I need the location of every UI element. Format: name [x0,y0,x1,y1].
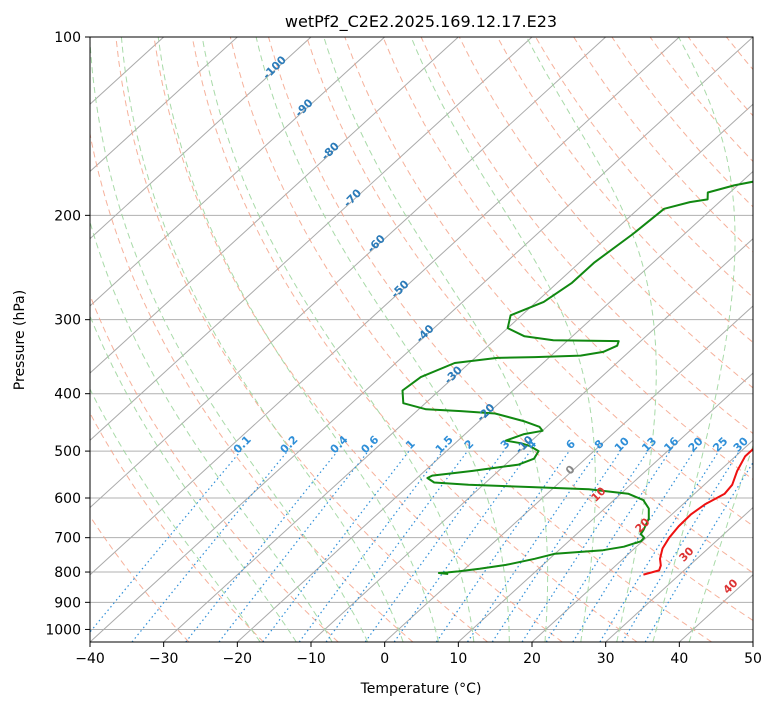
y-tick-label: 600 [54,491,81,507]
plot-frame [89,36,754,643]
mixing-ratio-line [545,450,671,642]
mixing-ratio-line [262,450,410,642]
y-tick-label: 1000 [45,622,81,638]
x-tick-label: 50 [744,651,762,667]
y-tick-label: 300 [54,313,81,329]
mixing-ratio-line [572,450,695,642]
x-tick-label: −30 [149,651,179,667]
isotherm-line [90,37,238,173]
moist-adiabat [255,37,510,642]
mixing-ratio-line [393,450,531,642]
dry-adiabat [90,131,414,642]
x-tick-label: 10 [449,651,467,667]
dry-adiabat [268,37,753,622]
isotherm-line [384,305,753,642]
moist-adiabat [90,388,261,642]
isotherm-line [605,506,753,642]
chart-title: wetPf2_C2E2.2025.169.12.17.E23 [285,12,557,32]
moist-adiabat [120,37,404,642]
y-tick-label: 900 [54,595,81,611]
x-tick-label: 20 [523,651,541,667]
isotherm-line [90,37,680,576]
mixing-ratio-line [131,450,289,642]
mixing-ratio-line [521,450,649,642]
y-tick-label: 700 [54,531,81,547]
mixing-ratio-line [435,450,570,642]
moist-adiabat [90,314,297,642]
y-tick-label: 100 [54,30,81,46]
dry-adiabat [344,37,753,527]
moist-adiabat [652,37,736,642]
dry-adiabat [90,293,339,642]
isotherm-line [90,37,607,509]
mixing-ratio-line [621,450,740,642]
isotherm-line [163,103,753,642]
dry-adiabat [90,412,264,642]
isotherm-line [90,37,386,307]
dry-adiabat [115,37,488,642]
mixing-ratio-line [599,450,720,642]
mixing-ratio-line [466,450,599,642]
isotherm-line [90,37,459,374]
x-tick-label: −40 [75,651,105,667]
isotherm-line [531,439,753,642]
x-tick-label: −10 [296,651,326,667]
mixing-ratio-label: 36 [752,434,772,454]
dry-adiabat [90,515,190,642]
isotherm-line [90,37,312,240]
mixing-ratio-line [491,450,621,642]
x-tick-label: 40 [670,651,688,667]
profile-lines [401,180,753,576]
dry-adiabat [306,37,753,574]
axes: −40 −30 −20 −10 0 10 20 30 40 50 100 200 300 400 500 60… [45,30,762,667]
dewpoint-line [401,180,753,575]
isotherm-line [310,237,753,642]
temperature-line [643,447,753,576]
moist-adiabat [526,37,657,642]
isotherm-line [90,37,753,642]
dry-adiabat [382,37,753,481]
moist-adiabat [90,220,333,642]
y-tick-label: 200 [54,208,81,224]
isotherm-line [90,37,533,442]
x-tick-label: 30 [597,651,615,667]
moist-adiabat [688,444,753,642]
x-tick-label: −20 [223,651,253,667]
mixing-ratio-line [644,461,753,642]
dry-adiabat [153,37,563,642]
x-axis-label: Temperature (°C) [360,681,482,697]
isotherm-line [457,372,753,642]
mixing-ratio-line [185,450,339,642]
moist-adiabat [90,37,369,642]
y-axis-label: Pressure (hPa) [12,290,28,390]
background-lines [90,37,753,642]
y-tick-label: 500 [54,444,81,460]
y-tick-label: 400 [54,387,81,403]
dry-adiabat [191,37,638,642]
dry-adiabat [496,37,753,344]
dry-adiabat [535,37,753,298]
y-tick-label: 800 [54,565,81,581]
x-tick-label: 0 [380,651,389,667]
moist-adiabat [410,37,596,642]
moist-adiabat [201,37,475,642]
moist-adiabat [157,37,439,642]
